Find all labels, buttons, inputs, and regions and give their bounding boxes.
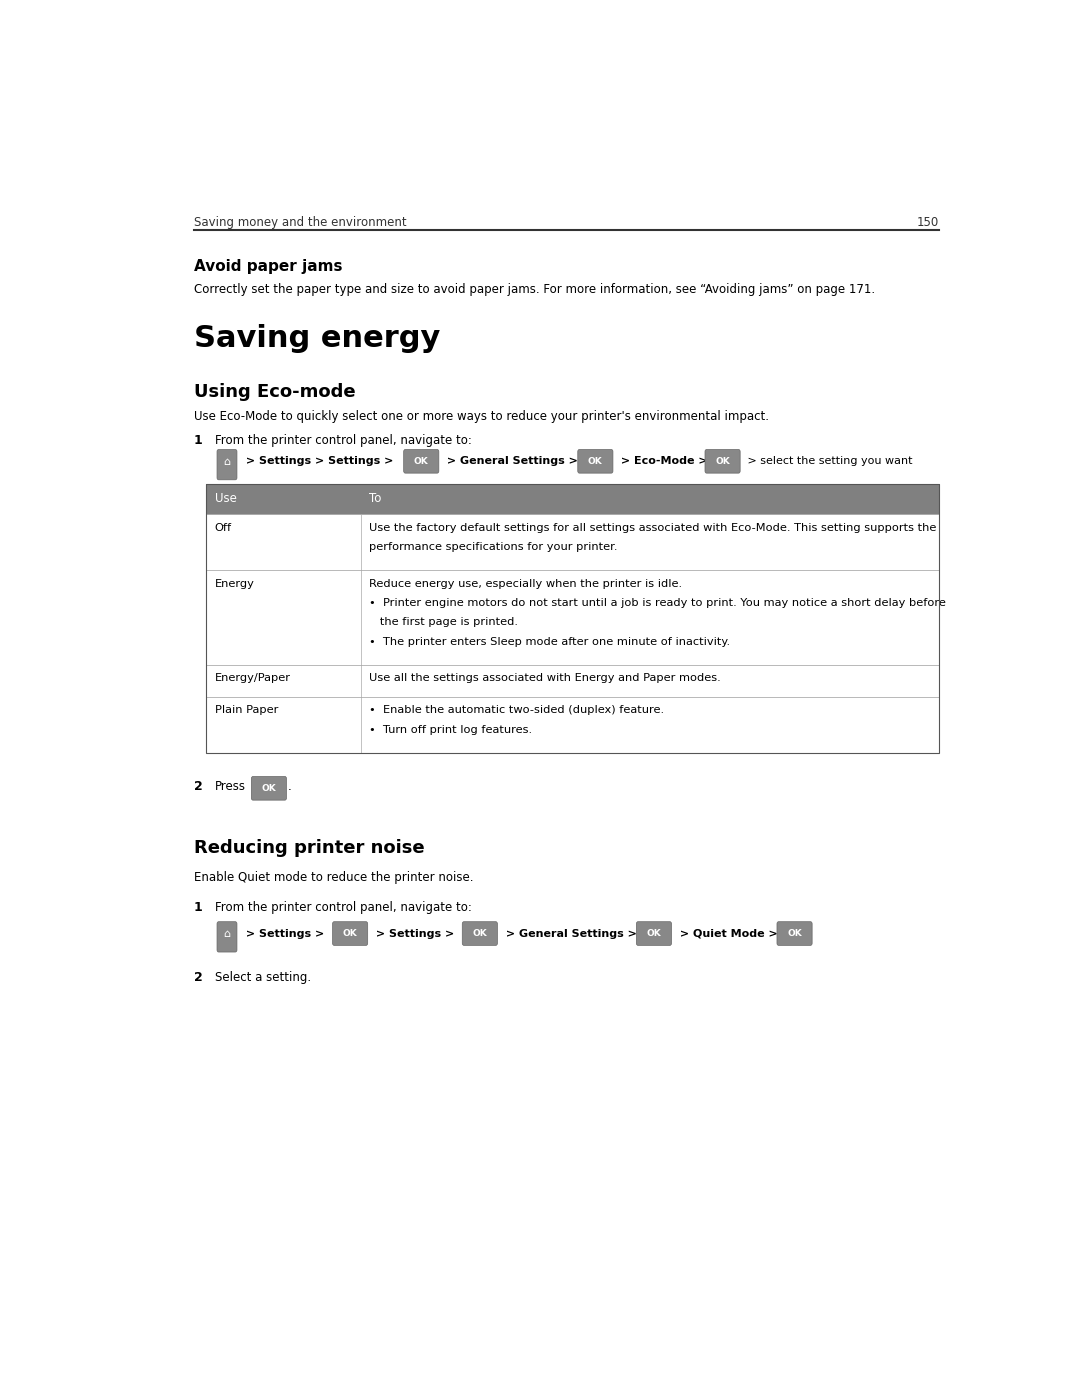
FancyBboxPatch shape (252, 777, 286, 800)
FancyBboxPatch shape (777, 922, 812, 946)
Bar (206, 514, 939, 570)
Text: •  Turn off print log features.: • Turn off print log features. (369, 725, 532, 735)
Text: > select the setting you want: > select the setting you want (744, 457, 913, 467)
Text: Correctly set the paper type and size to avoid paper jams. For more information,: Correctly set the paper type and size to… (193, 282, 875, 296)
Text: > Quiet Mode >: > Quiet Mode > (676, 929, 781, 939)
Text: OK: OK (472, 929, 487, 937)
Text: 2: 2 (193, 971, 202, 983)
Text: Press: Press (215, 780, 245, 792)
Text: ⌂: ⌂ (224, 457, 230, 467)
Text: Reducing printer noise: Reducing printer noise (193, 838, 424, 856)
Text: OK: OK (588, 457, 603, 465)
Text: > General Settings >: > General Settings > (501, 929, 640, 939)
Text: > Settings > Settings >: > Settings > Settings > (242, 457, 397, 467)
Text: Off: Off (215, 522, 231, 532)
Text: Plain Paper: Plain Paper (215, 705, 278, 715)
Text: OK: OK (342, 929, 357, 937)
Bar (206, 665, 939, 697)
Text: Energy: Energy (215, 578, 255, 588)
FancyBboxPatch shape (705, 450, 740, 474)
Text: OK: OK (261, 784, 276, 793)
FancyBboxPatch shape (217, 922, 237, 951)
Text: > Eco-Mode >: > Eco-Mode > (617, 457, 712, 467)
Text: Energy/Paper: Energy/Paper (215, 673, 291, 683)
Text: Saving energy: Saving energy (193, 324, 440, 352)
Text: •  The printer enters Sleep mode after one minute of inactivity.: • The printer enters Sleep mode after on… (369, 637, 730, 647)
Text: OK: OK (647, 929, 661, 937)
Text: Saving money and the environment: Saving money and the environment (193, 217, 406, 229)
Text: To: To (369, 493, 381, 506)
Text: Use Eco-Mode to quickly select one or more ways to reduce your printer's environ: Use Eco-Mode to quickly select one or mo… (193, 409, 769, 423)
Text: 150: 150 (916, 217, 939, 229)
Text: 1: 1 (193, 434, 202, 447)
Text: performance specifications for your printer.: performance specifications for your prin… (369, 542, 618, 552)
FancyBboxPatch shape (333, 922, 367, 946)
Bar (206, 697, 939, 753)
Text: Select a setting.: Select a setting. (215, 971, 311, 983)
Text: 2: 2 (193, 780, 202, 792)
FancyBboxPatch shape (404, 450, 438, 474)
Text: From the printer control panel, navigate to:: From the printer control panel, navigate… (215, 901, 471, 914)
Bar (206, 570, 939, 665)
Text: .: . (288, 780, 292, 792)
Text: Avoid paper jams: Avoid paper jams (193, 258, 342, 274)
Text: OK: OK (414, 457, 429, 465)
Text: •  Printer engine motors do not start until a job is ready to print. You may not: • Printer engine motors do not start unt… (369, 598, 946, 608)
Text: •  Enable the automatic two-sided (duplex) feature.: • Enable the automatic two-sided (duplex… (369, 705, 664, 715)
Text: Reduce energy use, especially when the printer is idle.: Reduce energy use, especially when the p… (369, 578, 683, 588)
Text: the first page is printed.: the first page is printed. (369, 617, 518, 627)
Text: > General Settings >: > General Settings > (443, 457, 582, 467)
Text: > Settings >: > Settings > (242, 929, 328, 939)
Text: From the printer control panel, navigate to:: From the printer control panel, navigate… (215, 434, 471, 447)
Text: Use all the settings associated with Energy and Paper modes.: Use all the settings associated with Ene… (369, 673, 721, 683)
Text: Enable Quiet mode to reduce the printer noise.: Enable Quiet mode to reduce the printer … (193, 872, 473, 884)
Text: > Settings >: > Settings > (372, 929, 458, 939)
FancyBboxPatch shape (217, 450, 237, 479)
Bar (206, 483, 939, 514)
Text: Using Eco‑mode: Using Eco‑mode (193, 383, 355, 401)
Text: ⌂: ⌂ (224, 929, 230, 940)
FancyBboxPatch shape (462, 922, 498, 946)
Text: OK: OK (787, 929, 802, 937)
FancyBboxPatch shape (578, 450, 613, 474)
Bar (206, 483, 939, 753)
Text: OK: OK (715, 457, 730, 465)
FancyBboxPatch shape (636, 922, 672, 946)
Text: Use the factory default settings for all settings associated with Eco-Mode. This: Use the factory default settings for all… (369, 522, 936, 532)
Text: Use: Use (215, 493, 237, 506)
Text: 1: 1 (193, 901, 202, 914)
